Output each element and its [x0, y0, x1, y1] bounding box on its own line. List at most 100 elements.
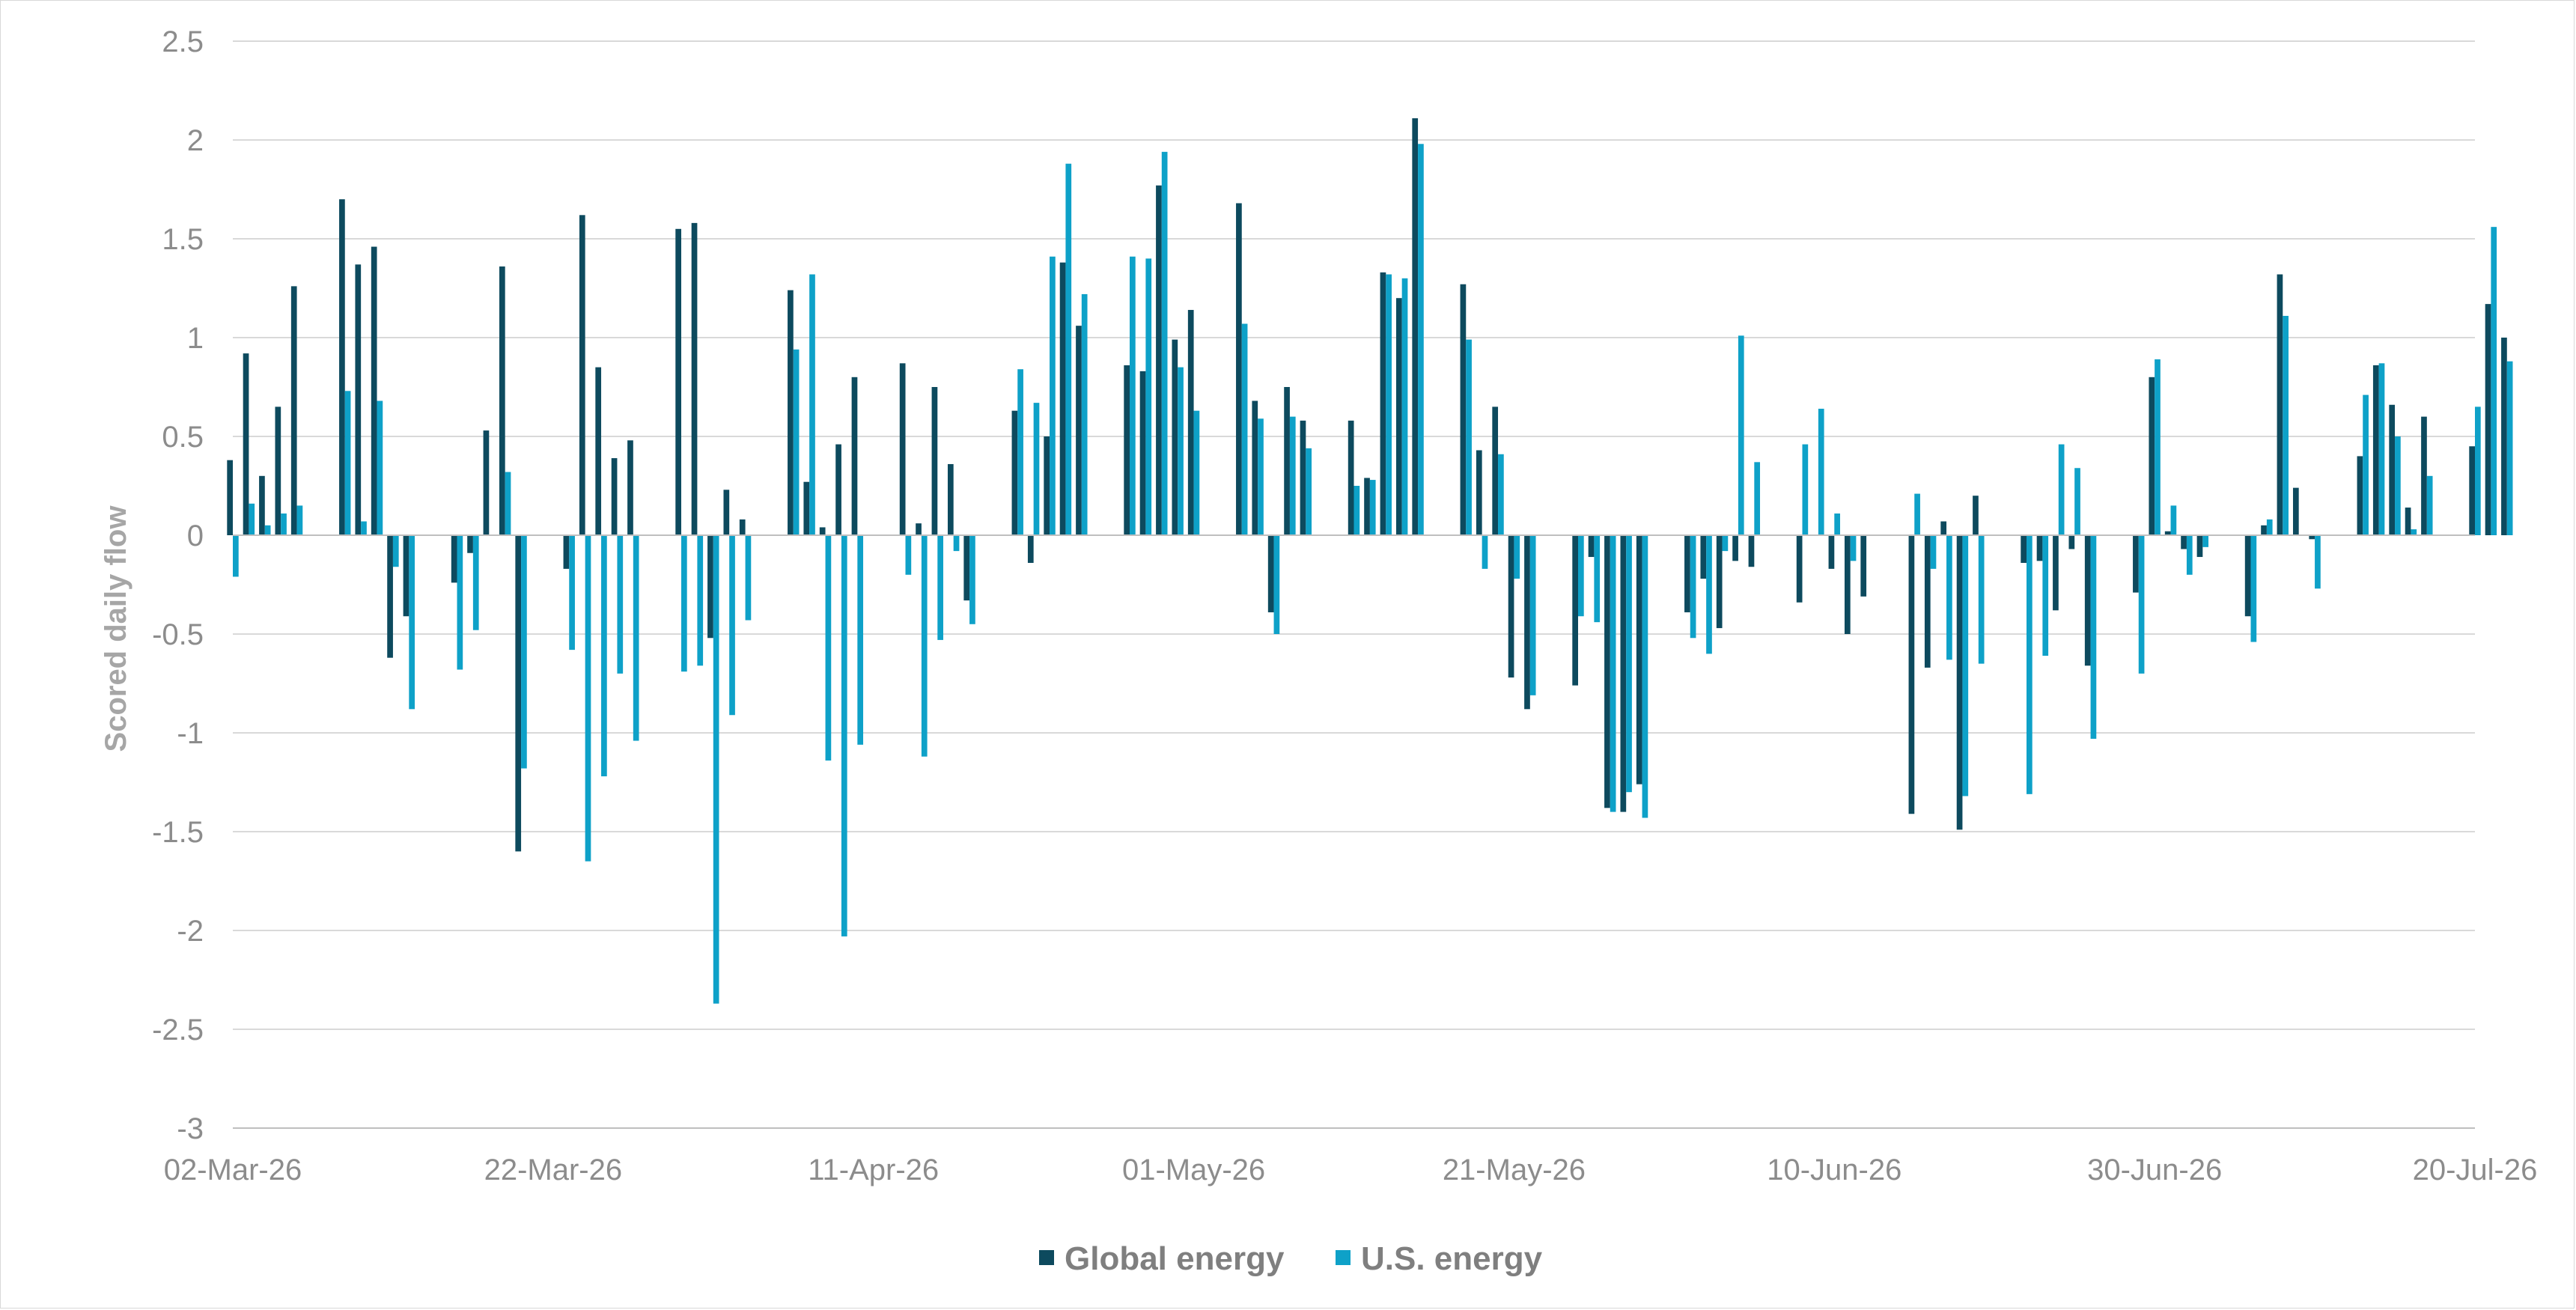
bar-global-energy: [1059, 262, 1066, 535]
bar-global-energy: [1267, 535, 1274, 612]
bar-us-energy: [1610, 535, 1616, 812]
bar-us-energy: [1722, 535, 1729, 552]
bar-global-energy: [355, 264, 362, 535]
bar-us-energy: [2138, 535, 2145, 674]
bar-global-energy: [2164, 531, 2171, 535]
bar-us-energy: [1178, 367, 1184, 535]
bar-global-energy: [563, 535, 570, 569]
bar-us-energy: [1369, 480, 1376, 535]
bar-global-energy: [1860, 535, 1867, 597]
bar-global-energy: [1364, 478, 1370, 535]
bar-us-energy: [1962, 535, 1969, 796]
bar-global-energy: [851, 377, 858, 535]
legend-label-global-energy: Global energy: [1065, 1240, 1285, 1277]
bar-us-energy: [2058, 444, 2065, 535]
bar-global-energy: [339, 199, 345, 535]
bar-global-energy: [2292, 487, 2299, 535]
bar-us-energy: [953, 535, 960, 552]
bar-us-energy: [2186, 535, 2193, 575]
bar-us-energy: [344, 391, 351, 535]
bar-us-energy: [1914, 493, 1920, 535]
bar-global-energy: [1956, 535, 1963, 830]
bar-global-energy: [243, 353, 249, 535]
bar-us-energy: [361, 521, 367, 535]
bar-us-energy: [1065, 163, 1072, 535]
bar-global-energy: [1796, 535, 1803, 603]
legend-swatch-global-energy: [1039, 1250, 1054, 1265]
bar-global-energy: [707, 535, 713, 639]
bar-us-energy: [2090, 535, 2097, 739]
bar-global-energy: [1492, 406, 1499, 535]
bar-us-energy: [697, 535, 704, 666]
bar-global-energy: [2196, 535, 2203, 558]
y-tick-label: 2: [187, 124, 204, 157]
bar-us-energy: [1594, 535, 1601, 623]
bar-us-energy: [1161, 151, 1168, 536]
y-tick-label: 1.5: [162, 223, 204, 256]
y-axis-ticks: 2.5 2 1.5 1 0.5 0 -0.5 -1 -1.5 -2 -2.5 -3: [152, 25, 204, 1145]
bar-global-energy: [579, 215, 585, 535]
y-tick-label: 2.5: [162, 25, 204, 58]
bar-us-energy: [1081, 293, 1088, 535]
bar-global-energy: [2501, 338, 2507, 535]
bar-us-energy: [1354, 486, 1360, 535]
bar-global-energy: [2181, 535, 2187, 549]
bar-us-energy: [1738, 335, 1744, 535]
bar-us-energy: [281, 513, 287, 535]
bar-global-energy: [611, 458, 618, 535]
bar-us-energy: [2266, 519, 2273, 535]
bar-global-energy: [675, 228, 681, 535]
bar-global-energy: [2389, 404, 2396, 535]
bar-global-energy: [1124, 365, 1130, 535]
bar-us-energy: [457, 535, 463, 670]
bar-global-energy: [1940, 521, 1947, 535]
bar-us-energy: [825, 535, 832, 761]
bar-us-energy: [1754, 462, 1761, 535]
bar-us-energy: [2506, 361, 2513, 535]
bar-global-energy: [916, 523, 922, 535]
bar-global-energy: [1748, 535, 1755, 567]
bar-us-energy: [233, 535, 239, 577]
bar-us-energy: [1418, 144, 1424, 535]
bar-global-energy: [1828, 535, 1835, 569]
bar-us-energy: [1033, 403, 1040, 535]
bar-us-energy: [1258, 418, 1264, 535]
bar-global-energy: [2405, 508, 2411, 535]
bar-us-energy: [2363, 394, 2369, 535]
bar-global-energy: [371, 246, 377, 535]
bar-us-energy: [729, 535, 735, 716]
bar-us-energy: [1930, 535, 1937, 569]
bar-global-energy: [1572, 535, 1578, 686]
bar-global-energy: [2133, 535, 2139, 593]
bar-us-energy: [2315, 535, 2321, 589]
bar-global-energy: [1011, 410, 1018, 535]
bar-global-energy: [1476, 450, 1482, 535]
bar-us-energy: [1482, 535, 1488, 569]
bar-us-energy: [2395, 436, 2401, 535]
bar-us-energy: [841, 535, 847, 936]
y-tick-label: -2: [177, 915, 204, 948]
bar-us-energy: [1818, 409, 1824, 535]
bar-us-energy: [937, 535, 943, 640]
bar-us-energy: [1466, 339, 1472, 535]
bar-global-energy: [1684, 535, 1690, 612]
bar-global-energy: [1732, 535, 1738, 561]
y-tick-label: -2.5: [152, 1014, 204, 1047]
x-axis-ticks: 02-Mar-26 22-Mar-26 11-Apr-26 01-May-26 21-M…: [164, 1154, 2538, 1186]
bar-us-energy: [2170, 505, 2177, 535]
bar-us-energy: [633, 535, 639, 741]
bar-us-energy: [1802, 444, 1809, 535]
bar-global-energy: [963, 535, 970, 601]
y-tick-label: 0.5: [162, 421, 204, 454]
bar-global-energy: [2261, 525, 2267, 535]
y-tick-label: 1: [187, 322, 204, 355]
bar-us-energy: [409, 535, 415, 710]
bar-global-energy: [2021, 535, 2027, 563]
bar-global-energy: [227, 460, 233, 535]
bar-us-energy: [521, 535, 527, 769]
bar-global-energy: [2149, 377, 2155, 535]
bar-global-energy: [2421, 416, 2427, 535]
bar-global-energy: [1460, 284, 1467, 535]
bar-global-energy: [1300, 420, 1306, 535]
bar-us-energy: [745, 535, 752, 621]
